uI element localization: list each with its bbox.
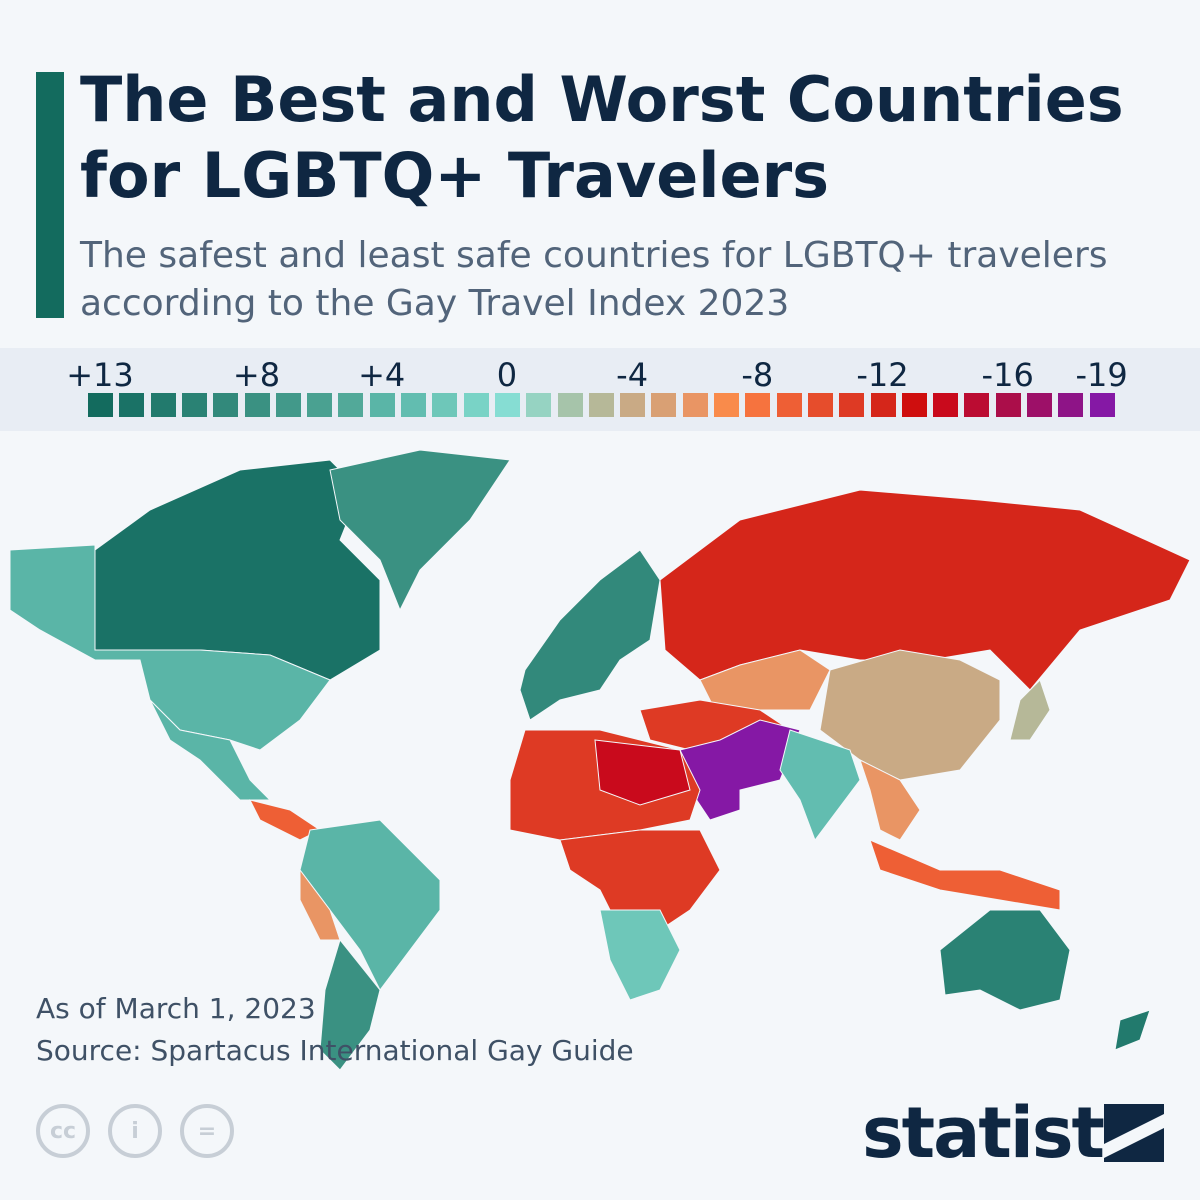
legend-swatch <box>181 393 207 417</box>
legend-label: +4 <box>358 356 406 394</box>
statista-logo-mark-icon <box>1104 1104 1164 1162</box>
legend-swatch <box>995 393 1021 417</box>
legend-swatch <box>1058 393 1084 417</box>
region-indonesia <box>869 839 1061 911</box>
legend-swatch <box>714 393 739 417</box>
legend-swatch <box>526 393 552 417</box>
region-china <box>819 649 1001 781</box>
statista-logo[interactable]: statista <box>862 1092 1150 1174</box>
legend-label: -16 <box>981 356 1034 394</box>
legend-swatch <box>213 393 239 417</box>
source-note: Source: Spartacus International Gay Guid… <box>36 1034 634 1067</box>
legend-swatch <box>901 393 927 417</box>
legend-swatch <box>807 393 833 417</box>
legend-label: -4 <box>616 356 649 394</box>
color-legend: +13 +8 +4 0 -4 -8 -12 -16 -19 <box>0 348 1200 431</box>
region-argentina <box>319 938 381 1071</box>
legend-swatch <box>933 393 959 417</box>
legend-swatch <box>275 393 301 417</box>
world-map <box>9 449 1191 1071</box>
legend-swatch <box>401 393 426 417</box>
legend-label: -19 <box>1075 356 1128 394</box>
region-greenland <box>329 449 511 612</box>
legend-swatch <box>88 393 113 417</box>
legend-swatch <box>964 393 990 417</box>
region-india <box>779 729 861 842</box>
legend-label: -8 <box>741 356 774 394</box>
legend-swatch <box>1089 393 1115 417</box>
region-saudi-arabia-iran <box>679 719 801 821</box>
legend-label: +13 <box>66 356 134 394</box>
region-western-europe <box>519 549 661 721</box>
legend-swatch <box>557 393 583 417</box>
legend-swatch <box>307 393 333 417</box>
legend-label: -12 <box>856 356 909 394</box>
legend-swatch <box>463 393 489 417</box>
legend-swatch <box>651 393 677 417</box>
region-peru <box>299 868 341 941</box>
region-new-zealand <box>1114 1009 1151 1051</box>
legend-swatch <box>494 393 520 417</box>
no-derivatives-icon[interactable]: = <box>180 1104 234 1158</box>
legend-swatch <box>620 393 646 417</box>
region-southern-africa <box>599 909 681 1001</box>
legend-label: +8 <box>232 356 281 394</box>
date-note: As of March 1, 2023 <box>36 992 316 1025</box>
page-title: The Best and Worst Countries for LGBTQ+ … <box>80 63 1124 212</box>
legend-swatch <box>432 393 458 417</box>
region-libya-egypt <box>594 739 691 806</box>
legend-label: 0 <box>496 356 518 394</box>
region-australia <box>939 909 1071 1011</box>
legend-swatch <box>588 393 614 417</box>
legend-swatch <box>244 393 270 417</box>
cc-icon[interactable]: cc <box>36 1104 90 1158</box>
legend-swatch <box>682 393 708 417</box>
legend-swatch <box>745 393 771 417</box>
region-southeast-asia <box>859 759 921 841</box>
legend-swatch <box>870 393 896 417</box>
legend-swatch <box>150 393 176 417</box>
legend-swatch <box>839 393 865 417</box>
accent-bar <box>36 72 64 318</box>
region-mexico <box>149 699 272 801</box>
legend-swatch <box>776 393 802 417</box>
region-japan <box>1009 679 1051 741</box>
legend-swatch <box>1027 393 1052 417</box>
legend-swatch <box>338 393 364 417</box>
attribution-icon[interactable]: i <box>108 1104 162 1158</box>
region-central-africa <box>559 829 721 931</box>
region-alaska-usa <box>9 544 331 751</box>
legend-swatch <box>369 393 395 417</box>
subtitle: The safest and least safe countries for … <box>80 235 1108 324</box>
legend-swatch <box>119 393 145 417</box>
